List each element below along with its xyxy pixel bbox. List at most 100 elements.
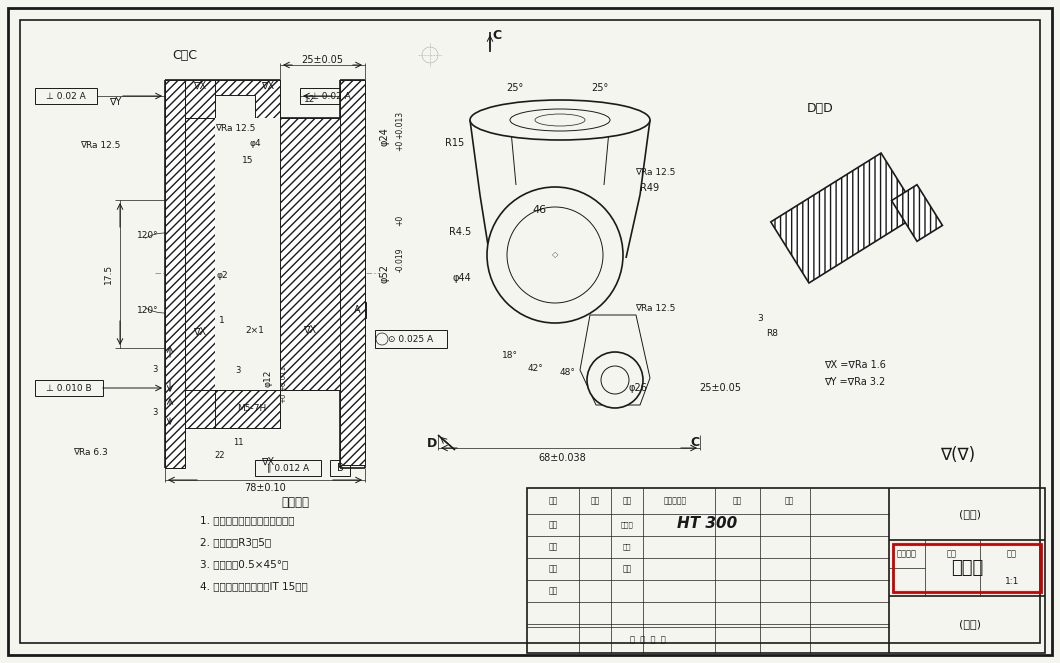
Text: φ26: φ26 xyxy=(629,383,648,393)
Bar xyxy=(300,88,363,104)
Text: HT 300: HT 300 xyxy=(677,516,737,530)
Text: 1. 铸件表面不得有气孔和缩松。: 1. 铸件表面不得有气孔和缩松。 xyxy=(200,515,295,525)
Text: A: A xyxy=(354,305,360,315)
Bar xyxy=(527,488,1045,653)
Text: 更改文件号: 更改文件号 xyxy=(664,497,687,505)
Text: 2×1: 2×1 xyxy=(246,326,264,335)
Text: 120°: 120° xyxy=(137,306,159,314)
Text: ∇(∇): ∇(∇) xyxy=(940,446,975,464)
Circle shape xyxy=(507,207,603,303)
Text: ∇X: ∇X xyxy=(262,457,275,467)
Text: 质量: 质量 xyxy=(947,550,957,558)
Text: 12: 12 xyxy=(304,95,316,103)
Text: ∇Ra 12.5: ∇Ra 12.5 xyxy=(635,304,675,312)
Text: ∇X: ∇X xyxy=(303,325,317,335)
Bar xyxy=(348,302,366,318)
Text: 3: 3 xyxy=(235,365,241,375)
Text: ⊥ 0.02 A: ⊥ 0.02 A xyxy=(312,91,351,101)
Text: D: D xyxy=(427,436,437,450)
Text: ⊥ 0.010 B: ⊥ 0.010 B xyxy=(47,383,92,392)
Text: D－D: D－D xyxy=(807,101,833,115)
Text: 校对: 校对 xyxy=(548,542,558,552)
Text: φ4: φ4 xyxy=(249,139,261,147)
Text: 分区: 分区 xyxy=(622,497,632,505)
Text: φ44: φ44 xyxy=(453,273,472,283)
Text: R15: R15 xyxy=(445,138,464,148)
Text: ⊙ 0.025 A: ⊙ 0.025 A xyxy=(388,335,434,343)
Text: 3. 未注倒角0.5×45°。: 3. 未注倒角0.5×45°。 xyxy=(200,559,288,569)
Text: B: B xyxy=(337,463,343,473)
Text: 制图: 制图 xyxy=(622,564,632,573)
Bar xyxy=(375,330,447,348)
Bar xyxy=(215,338,280,368)
Text: φ2: φ2 xyxy=(216,271,228,280)
Text: -0.019: -0.019 xyxy=(395,248,405,272)
Text: ∇X: ∇X xyxy=(193,327,207,337)
Bar xyxy=(35,88,98,104)
Text: 22: 22 xyxy=(215,450,226,459)
Text: 技术要求: 技术要求 xyxy=(281,495,310,509)
Bar xyxy=(215,390,280,428)
Text: ∇Y =∇Ra 3.2: ∇Y =∇Ra 3.2 xyxy=(825,377,885,387)
Text: ∇Y: ∇Y xyxy=(109,97,121,107)
Text: 17.5: 17.5 xyxy=(104,264,112,284)
Text: +0.013: +0.013 xyxy=(395,111,405,139)
Circle shape xyxy=(601,366,629,394)
Text: ∥ 0.012 A: ∥ 0.012 A xyxy=(267,463,310,473)
Text: M5-7H: M5-7H xyxy=(237,404,267,412)
Text: 设计: 设计 xyxy=(548,520,558,530)
Text: φ52: φ52 xyxy=(379,263,390,282)
Text: 4. 未注尺寸公差等级按IT 15级。: 4. 未注尺寸公差等级按IT 15级。 xyxy=(200,581,307,591)
Bar xyxy=(165,80,186,468)
Text: ∇Ra 12.5: ∇Ra 12.5 xyxy=(635,168,675,176)
Bar xyxy=(215,118,280,338)
Text: +0: +0 xyxy=(395,214,405,225)
Text: 3: 3 xyxy=(153,408,158,416)
Bar xyxy=(186,80,280,118)
Text: C－C: C－C xyxy=(173,48,197,62)
Text: 标准化: 标准化 xyxy=(620,522,634,528)
Bar xyxy=(215,95,255,118)
Text: (单位): (单位) xyxy=(959,509,981,519)
Text: 25°: 25° xyxy=(507,83,524,93)
Text: 78±0.10: 78±0.10 xyxy=(244,483,286,493)
Bar xyxy=(330,460,350,476)
Text: R8: R8 xyxy=(766,328,778,337)
Text: 1: 1 xyxy=(219,316,225,324)
Text: ∇Ra 12.5: ∇Ra 12.5 xyxy=(215,123,255,133)
Text: 25°: 25° xyxy=(591,83,608,93)
Text: ∇X: ∇X xyxy=(262,81,275,91)
Text: +0.011: +0.011 xyxy=(280,365,286,391)
Text: 3: 3 xyxy=(153,365,158,373)
Text: 处数: 处数 xyxy=(590,497,600,505)
Text: 审核: 审核 xyxy=(548,564,558,573)
Text: 68±0.038: 68±0.038 xyxy=(538,453,586,463)
Ellipse shape xyxy=(510,109,609,131)
Text: 日期: 日期 xyxy=(784,497,794,505)
Text: 挂轮架: 挂轮架 xyxy=(951,559,983,577)
Text: ∇Ra 6.3: ∇Ra 6.3 xyxy=(73,448,107,457)
Text: C: C xyxy=(690,436,700,448)
Text: R49: R49 xyxy=(640,183,659,193)
Text: φ24: φ24 xyxy=(379,127,390,147)
Bar xyxy=(340,80,365,465)
Text: 25±0.05: 25±0.05 xyxy=(301,55,343,65)
Text: 标记: 标记 xyxy=(548,497,558,505)
Circle shape xyxy=(587,352,643,408)
Polygon shape xyxy=(771,153,919,283)
Text: 46: 46 xyxy=(533,205,547,215)
Bar xyxy=(255,460,321,476)
Text: 15: 15 xyxy=(243,156,253,164)
Bar xyxy=(186,118,215,390)
Circle shape xyxy=(487,187,623,323)
Text: 42°: 42° xyxy=(527,363,543,373)
Text: 25±0.05: 25±0.05 xyxy=(699,383,741,393)
Text: 18°: 18° xyxy=(502,351,518,359)
Bar xyxy=(215,338,280,390)
Text: ∇Ra 12.5: ∇Ra 12.5 xyxy=(80,141,120,149)
Text: 工艺: 工艺 xyxy=(548,587,558,595)
Text: (图号): (图号) xyxy=(959,619,981,629)
Text: +0: +0 xyxy=(395,139,405,151)
Text: ⊥ 0.02 A: ⊥ 0.02 A xyxy=(47,91,86,101)
Text: C: C xyxy=(493,29,501,42)
